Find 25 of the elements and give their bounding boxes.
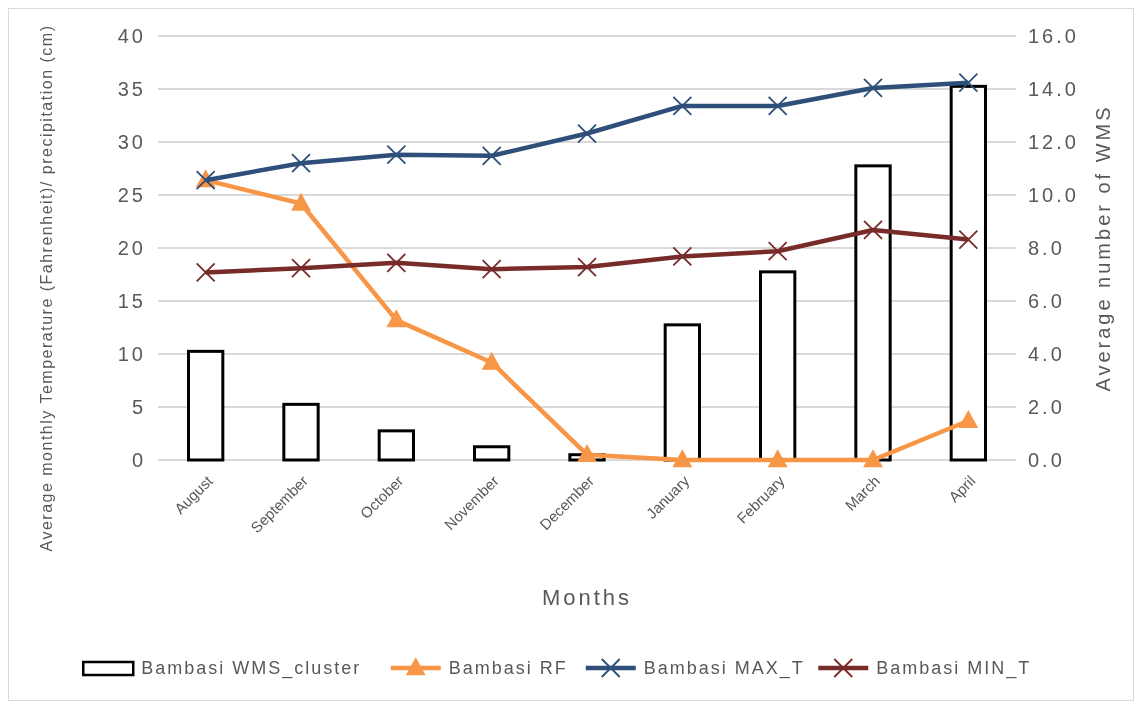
y2-axis-title: Average number of WMS <box>1092 104 1114 392</box>
legend-label: Bambasi RF <box>448 658 568 679</box>
y-tick-label: 20 <box>117 237 146 259</box>
y2-tick-label: 4.0 <box>1028 343 1065 365</box>
y2-tick-label: 0.0 <box>1028 449 1065 471</box>
y-tick-label: 35 <box>117 78 146 100</box>
y2-tick-label: 10.0 <box>1028 184 1079 206</box>
y-tick-label: 25 <box>117 184 146 206</box>
y-tick-label: 10 <box>117 343 146 365</box>
y2-tick-label: 2.0 <box>1028 396 1065 418</box>
y2-tick-label: 6.0 <box>1028 290 1065 312</box>
y2-tick-label: 14.0 <box>1028 78 1079 100</box>
y-tick-label: 40 <box>117 25 146 47</box>
y2-tick-label: 16.0 <box>1028 25 1079 47</box>
legend-label: Bambasi WMS_cluster <box>141 658 362 680</box>
y2-tick-label: 8.0 <box>1028 237 1065 259</box>
y-tick-label: 15 <box>117 290 146 312</box>
y-axis-title: Average monthly Temperature (Fahrenheit)/ precipitation (cm) <box>38 24 55 552</box>
legend-label: Bambasi MIN_T <box>876 658 1032 680</box>
y-tick-label: 0 <box>131 449 146 471</box>
legend-label: Bambasi MAX_T <box>643 658 805 680</box>
y-tick-label: 30 <box>117 131 146 153</box>
x-axis-title: Months <box>541 585 633 610</box>
y2-tick-label: 12.0 <box>1028 131 1079 153</box>
y-tick-label: 5 <box>131 396 146 418</box>
